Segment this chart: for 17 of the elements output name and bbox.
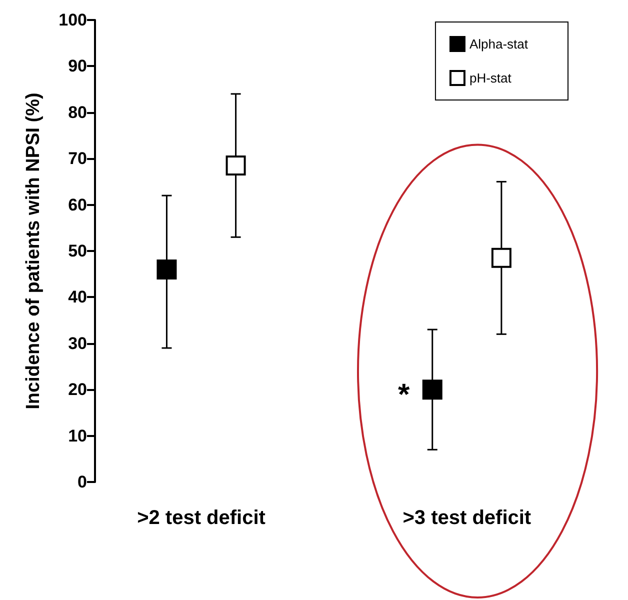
y-tick-label: 90	[68, 56, 87, 76]
y-tick-label: 100	[58, 10, 87, 30]
y-tick-label: 10	[68, 426, 87, 446]
x-tick-label: >2 test deficit	[137, 507, 266, 529]
legend-label: pH-stat	[469, 70, 512, 86]
y-axis-title: Incidence of patients with NPSI (%)	[23, 92, 44, 410]
y-tick-label: 20	[68, 380, 87, 400]
y-tick-label: 0	[78, 472, 87, 492]
x-tick-label: >3 test deficit	[402, 507, 532, 529]
y-tick-label: 50	[68, 242, 87, 260]
y-tick-label: 80	[68, 102, 87, 122]
y-tick-label: 40	[68, 288, 87, 307]
legend-label: Alpha-stat	[469, 36, 528, 52]
y-tick-label: 60	[68, 195, 87, 214]
annotation: *	[398, 378, 410, 412]
y-tick-label: 70	[68, 149, 87, 168]
y-tick-label: 30	[68, 334, 87, 353]
